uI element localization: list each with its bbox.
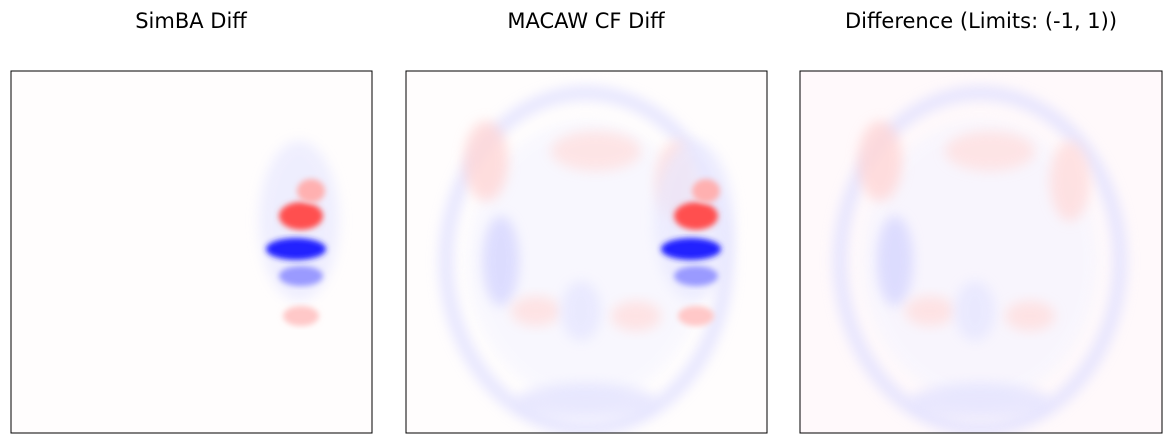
panel-frame — [10, 70, 373, 434]
image-macaw — [406, 71, 767, 433]
panel-title: Difference (Limits: (-1, 1)) — [845, 9, 1117, 33]
image-difference — [800, 71, 1162, 433]
panel-frame — [799, 70, 1163, 434]
panel-title: MACAW CF Diff — [507, 9, 665, 33]
image-simba — [11, 71, 372, 433]
panel-frame — [405, 70, 768, 434]
panel-title: SimBA Diff — [135, 9, 247, 33]
